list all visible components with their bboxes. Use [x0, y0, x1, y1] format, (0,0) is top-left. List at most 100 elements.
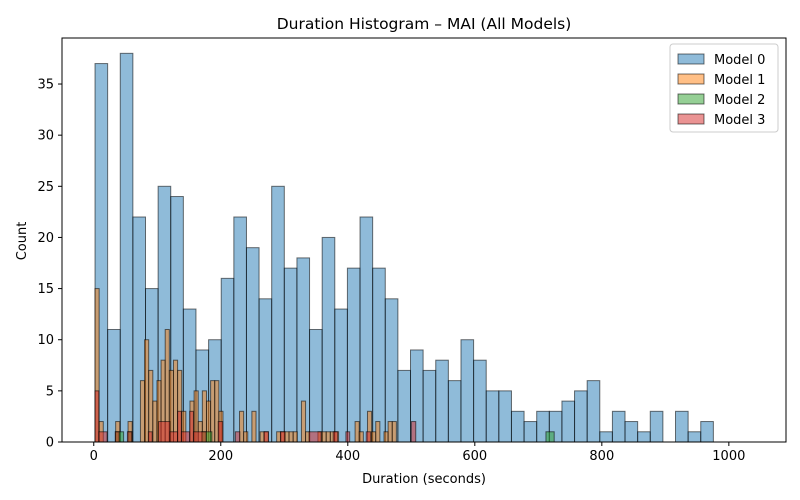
- bar-series-0-17: [309, 328, 323, 443]
- y-tick-label-5: 5: [46, 384, 54, 399]
- bar-series-0-2: [119, 52, 134, 443]
- y-axis-label: Count: [15, 222, 30, 261]
- plot-frame: [61, 37, 787, 443]
- bar-series-0-42: [624, 421, 639, 443]
- bar-series-3-1: [98, 431, 108, 443]
- y-tick-label-25: 25: [37, 180, 54, 195]
- bar-series-3-9: [189, 410, 194, 443]
- bar-series-0-23: [384, 298, 399, 443]
- bar-series-1-70: [383, 431, 389, 443]
- bar-series-1-63: [354, 421, 360, 443]
- bar-series-0-20: [346, 267, 361, 443]
- bar-series-3-2: [114, 431, 120, 443]
- bar-series-3-4: [147, 431, 153, 443]
- bar-series-0-27: [435, 359, 449, 443]
- bar-series-3-15: [308, 431, 322, 443]
- chart-title: Duration Histogram – MAI (All Models): [277, 15, 572, 33]
- bar-series-0-29: [460, 339, 475, 443]
- bar-series-3-16: [332, 431, 339, 443]
- bar-series-0-47: [687, 431, 702, 443]
- bar-series-0-26: [422, 369, 437, 443]
- legend: Model 0 Model 1 Model 2 Model 3: [669, 43, 779, 133]
- bar-series-0-24: [397, 369, 412, 443]
- y-tick-label-20: 20: [37, 231, 54, 246]
- bar-series-1-68: [375, 421, 381, 443]
- y-tick-label-15: 15: [37, 282, 54, 297]
- bar-series-3-13: [263, 431, 269, 443]
- x-axis-label: Duration (seconds): [362, 472, 486, 487]
- bar-series-0-46: [675, 410, 689, 443]
- bar-series-0-14: [271, 185, 285, 443]
- legend-swatch-3: [677, 113, 705, 125]
- bar-series-0-19: [334, 308, 348, 443]
- bar-series-0-48: [700, 421, 714, 443]
- bar-series-0-32: [498, 390, 512, 443]
- bar-series-0-30: [473, 359, 487, 443]
- bar-series-1-36: [243, 431, 249, 443]
- bar-series-1-64: [358, 431, 364, 443]
- bar-series-0-21: [359, 216, 374, 443]
- bar-series-0-37: [561, 400, 576, 443]
- bar-series-3-6: [169, 431, 179, 443]
- legend-swatch-1: [677, 73, 705, 85]
- legend-label-1: Model 1: [714, 73, 765, 88]
- bar-series-2-3: [545, 431, 555, 443]
- bar-series-0-11: [233, 216, 247, 443]
- bar-series-1-48: [292, 431, 298, 443]
- x-tick-label-200: 200: [208, 449, 233, 464]
- legend-box: [669, 43, 779, 133]
- x-tick-label-1000: 1000: [712, 449, 745, 464]
- bar-series-0-34: [523, 421, 538, 443]
- bar-series-1-56: [325, 431, 331, 443]
- bar-series-1-55: [321, 431, 327, 443]
- bar-series-1-38: [251, 410, 257, 443]
- bar-series-1-50: [300, 400, 307, 443]
- legend-label-2: Model 2: [714, 93, 765, 108]
- legend-swatch-2: [677, 93, 705, 105]
- bar-series-1-11: [139, 380, 146, 443]
- bar-series-1-19: [172, 359, 179, 443]
- bar-series-3-12: [234, 431, 241, 443]
- bar-series-0-39: [586, 380, 601, 443]
- bar-series-3-18: [365, 431, 372, 443]
- bar-series-1-47: [288, 431, 294, 443]
- bar-series-3-11: [217, 421, 224, 443]
- bar-series-1-14: [152, 400, 158, 443]
- bar-series-0-33: [510, 410, 525, 443]
- bar-series-0-41: [611, 410, 626, 443]
- x-tick-label-800: 800: [589, 449, 614, 464]
- bar-series-1-67: [371, 431, 377, 443]
- y-tick-label-35: 35: [37, 78, 54, 93]
- bar-series-0-22: [372, 267, 386, 443]
- bar-series-3-19: [410, 421, 417, 443]
- y-tick-label-30: 30: [37, 129, 54, 144]
- bar-series-3-5: [158, 421, 171, 443]
- x-tick-label-600: 600: [462, 449, 487, 464]
- bar-series-1-13: [148, 369, 154, 443]
- x-tick-label-400: 400: [335, 449, 360, 464]
- bar-series-0-18: [321, 236, 336, 443]
- bar-series-3-8: [180, 431, 191, 443]
- legend-label-0: Model 0: [714, 53, 765, 68]
- bar-series-0-44: [649, 410, 664, 443]
- bar-series-0-15: [283, 267, 298, 443]
- bar-series-0-40: [599, 431, 613, 443]
- bar-series-3-17: [345, 431, 351, 443]
- x-tick-label-0: 0: [90, 449, 98, 464]
- bar-series-3-14: [279, 431, 286, 443]
- bar-series-0-31: [485, 390, 500, 443]
- bar-series-1-12: [144, 339, 150, 443]
- axes-layer: 0 200 400 600 800 1000 0 5 10 15 20 25 30 35: [37, 37, 787, 464]
- bar-series-1-46: [284, 431, 290, 443]
- y-tick-label-0: 0: [46, 436, 54, 451]
- bar-series-1-71: [387, 421, 393, 443]
- bar-series-1-72: [391, 421, 397, 443]
- bar-series-0-43: [637, 431, 651, 443]
- bar-series-3-3: [126, 431, 133, 443]
- bar-series-0-28: [447, 380, 462, 443]
- bar-series-3-7: [177, 410, 182, 443]
- bar-series-0-13: [258, 298, 273, 443]
- bar-series-3-0: [94, 390, 100, 443]
- bar-series-0-38: [574, 390, 588, 443]
